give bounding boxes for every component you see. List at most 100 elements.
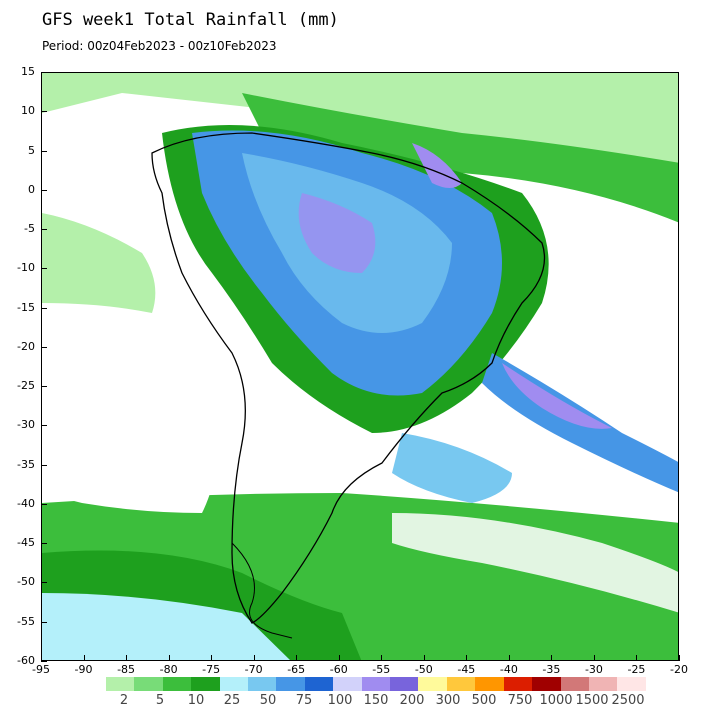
legend-swatch xyxy=(162,677,192,691)
color-legend xyxy=(106,677,646,691)
lon-tick xyxy=(636,655,638,661)
lon-tick-label: -65 xyxy=(287,663,306,676)
legend-swatch xyxy=(333,677,362,691)
lat-tick-label: 0 xyxy=(28,182,35,196)
lat-tick xyxy=(41,661,47,662)
lon-tick xyxy=(126,655,128,661)
lat-tick xyxy=(41,621,47,623)
legend-label: 1000 xyxy=(539,693,573,708)
lon-tick-label: -45 xyxy=(457,663,476,676)
legend-swatch xyxy=(191,677,220,691)
lat-tick xyxy=(41,425,47,427)
legend-label: 500 xyxy=(471,693,497,708)
lat-tick-label: -15 xyxy=(17,300,35,314)
lon-tick xyxy=(83,655,85,661)
lat-tick-label: -50 xyxy=(17,575,35,589)
lat-tick-label: -45 xyxy=(17,536,35,550)
lat-tick-label: 5 xyxy=(28,143,35,157)
lat-tick xyxy=(41,346,47,348)
legend-label: 25 xyxy=(223,693,241,708)
legend-label: 1500 xyxy=(575,693,609,708)
lon-tick-label: -55 xyxy=(372,663,391,676)
lat-tick-label: -35 xyxy=(17,457,35,471)
lat-tick-label: -25 xyxy=(17,379,35,393)
legend-label: 10 xyxy=(187,693,205,708)
legend-swatch xyxy=(390,677,419,691)
legend-label: 100 xyxy=(327,693,353,708)
lon-tick xyxy=(168,655,170,661)
legend-swatch xyxy=(106,677,135,691)
legend-swatch xyxy=(475,677,504,691)
legend-label: 150 xyxy=(363,693,389,708)
lat-tick xyxy=(41,464,47,466)
lon-tick-label: -75 xyxy=(202,663,221,676)
lon-tick xyxy=(253,655,255,661)
legend-swatch xyxy=(276,677,305,691)
lon-tick xyxy=(466,655,468,661)
lon-tick-label: -70 xyxy=(244,663,263,676)
lat-tick-label: -30 xyxy=(17,418,35,432)
rainfall-map xyxy=(41,72,679,661)
lat-tick xyxy=(41,386,47,388)
lat-tick-label: -5 xyxy=(24,222,35,236)
legend-swatch xyxy=(134,677,163,691)
lon-tick xyxy=(423,655,425,661)
lat-tick-label: -20 xyxy=(17,339,35,353)
legend-swatch xyxy=(361,677,391,691)
lon-tick xyxy=(508,655,510,661)
legend-swatch xyxy=(446,677,476,691)
lon-tick-label: -85 xyxy=(117,663,136,676)
lon-tick-label: -30 xyxy=(584,663,603,676)
lat-tick-label: -40 xyxy=(17,496,35,510)
lat-tick xyxy=(41,189,47,191)
lat-tick-label: -10 xyxy=(17,261,35,275)
legend-swatch xyxy=(304,677,334,691)
legend-label: 2 xyxy=(119,693,129,708)
lat-tick xyxy=(41,503,47,505)
lat-tick-label: -60 xyxy=(17,654,35,667)
lon-tick xyxy=(211,655,213,661)
lat-tick xyxy=(41,582,47,584)
lon-tick xyxy=(41,655,42,661)
lon-tick-label: -25 xyxy=(627,663,646,676)
legend-swatch xyxy=(588,677,618,691)
lat-tick xyxy=(41,72,47,73)
lon-tick xyxy=(296,655,298,661)
legend-label: 2500 xyxy=(611,693,645,708)
lon-tick-label: -35 xyxy=(542,663,561,676)
lat-tick xyxy=(41,307,47,309)
map-subtitle: Period: 00z04Feb2023 - 00z10Feb2023 xyxy=(42,39,277,53)
legend-swatch xyxy=(560,677,589,691)
legend-label: 300 xyxy=(435,693,461,708)
lon-tick-label: -90 xyxy=(74,663,93,676)
lon-tick xyxy=(679,655,680,661)
lat-tick-label: 10 xyxy=(21,104,35,118)
lon-tick xyxy=(551,655,553,661)
lat-tick-label: 15 xyxy=(21,65,35,78)
legend-label: 50 xyxy=(259,693,277,708)
legend-swatch xyxy=(503,677,533,691)
lon-tick xyxy=(593,655,595,661)
lat-tick xyxy=(41,229,47,231)
lon-tick xyxy=(381,655,383,661)
legend-label: 200 xyxy=(399,693,425,708)
legend-label: 5 xyxy=(155,693,165,708)
lon-tick-label: -95 xyxy=(32,663,50,676)
lon-tick-label: -20 xyxy=(670,663,688,676)
lat-tick xyxy=(41,150,47,152)
lon-tick-label: -60 xyxy=(329,663,348,676)
legend-swatch xyxy=(617,677,646,691)
legend-label: 750 xyxy=(507,693,533,708)
lon-tick-label: -80 xyxy=(159,663,178,676)
legend-swatch xyxy=(219,677,249,691)
legend-swatch xyxy=(532,677,561,691)
lat-tick xyxy=(41,268,47,270)
legend-swatch xyxy=(418,677,447,691)
lon-tick xyxy=(338,655,340,661)
lat-tick xyxy=(41,111,47,113)
legend-swatch xyxy=(248,677,277,691)
lat-tick-label: -55 xyxy=(17,614,35,628)
lat-tick xyxy=(41,543,47,545)
legend-label: 75 xyxy=(295,693,313,708)
map-title: GFS week1 Total Rainfall (mm) xyxy=(42,10,339,30)
